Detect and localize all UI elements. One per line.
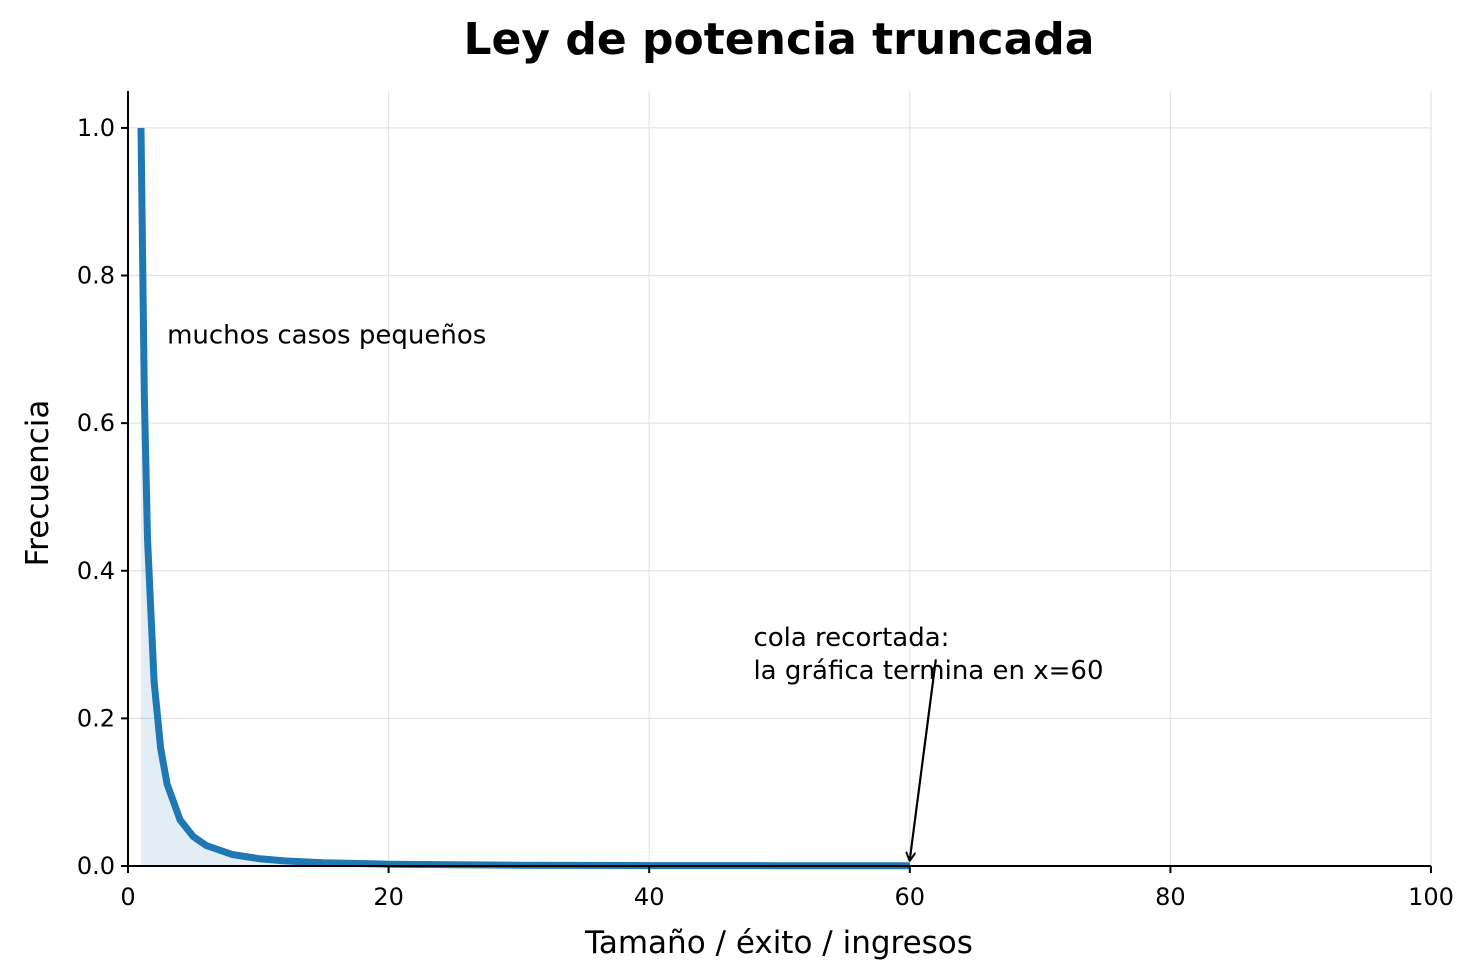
x-ticks: 0 20 40 60 80 100 <box>120 866 1454 911</box>
x-axis-label: Tamaño / éxito / ingresos <box>584 925 973 961</box>
annotation-small-cases: muchos casos pequeños <box>167 321 486 351</box>
chart-title: Ley de potencia truncada <box>464 14 1095 65</box>
y-tick-label: 0.8 <box>77 262 115 290</box>
y-tick-label: 0.0 <box>77 852 115 880</box>
series-line <box>137 127 910 870</box>
x-tick-label: 60 <box>895 883 926 911</box>
y-tick-label: 1.0 <box>77 114 115 142</box>
grid-lines <box>127 91 1432 867</box>
y-tick-label: 0.6 <box>77 409 115 437</box>
x-tick-label: 20 <box>373 883 404 911</box>
annotation-arrow <box>910 659 937 859</box>
series-area-fill <box>141 127 910 866</box>
x-tick-label: 100 <box>1408 883 1454 911</box>
x-tick-label: 40 <box>634 883 665 911</box>
x-tick-label: 0 <box>120 883 135 911</box>
annotation-truncated-tail: cola recortada: la gráfica termina en x=6… <box>753 623 1103 686</box>
y-tick-label: 0.2 <box>77 704 115 732</box>
plot-area <box>137 127 910 870</box>
y-ticks: 0.0 0.2 0.4 0.6 0.8 1.0 <box>77 114 128 880</box>
annotations: muchos casos pequeños cola recortada: la g… <box>167 321 1104 860</box>
y-axis-label: Frecuencia <box>20 400 56 567</box>
y-tick-label: 0.4 <box>77 557 115 585</box>
x-tick-label: 80 <box>1155 883 1186 911</box>
